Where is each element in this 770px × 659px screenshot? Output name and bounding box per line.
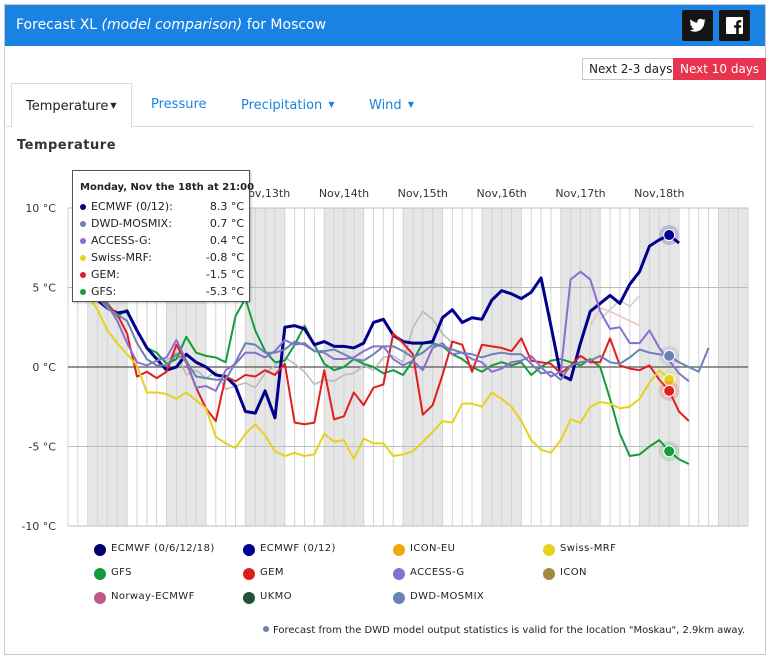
tooltip-row: DWD-MOSMIX: 0.7 °C xyxy=(80,217,244,231)
dwd-mosmix-dot xyxy=(263,626,269,632)
series-line xyxy=(86,233,680,420)
legend-dot xyxy=(393,568,405,580)
page-title: Forecast XL (model comparison) for Mosco… xyxy=(16,17,327,33)
legend-dot xyxy=(243,568,255,580)
tab-precipitation[interactable]: Precipitation ▼ xyxy=(241,98,335,113)
tab-wind[interactable]: Wind ▼ xyxy=(369,98,414,113)
y-tick-label: -5 °C xyxy=(28,441,56,454)
series-line xyxy=(86,294,670,461)
title-bar: Forecast XL (model comparison) for Mosco… xyxy=(5,5,765,46)
next-10-days-button[interactable]: Next 10 days xyxy=(673,58,767,80)
series-color-dot xyxy=(80,204,86,210)
day-label: Nov,15th xyxy=(398,187,448,200)
series-color-dot xyxy=(80,238,86,244)
y-tick-label: 10 °C xyxy=(25,202,56,215)
day-label: Nov,17th xyxy=(555,187,605,200)
hover-point xyxy=(663,445,676,458)
y-tick-label: 0 °C xyxy=(32,361,56,374)
tooltip-row: ECMWF (0/12): 8.3 °C xyxy=(80,200,244,214)
series-color-dot xyxy=(80,272,86,278)
caret-down-icon: ▼ xyxy=(407,100,414,109)
hover-point xyxy=(663,229,676,242)
series-color-dot xyxy=(80,255,86,261)
series-color-dot xyxy=(80,289,86,295)
y-tick-label: -10 °C xyxy=(21,520,56,533)
y-tick-label: 5 °C xyxy=(32,282,56,295)
legend-dot xyxy=(243,544,255,556)
facebook-icon xyxy=(726,17,743,34)
legend-dot xyxy=(543,544,555,556)
day-label: Nov,13th xyxy=(240,187,290,200)
tooltip-row: GFS: -5.3 °C xyxy=(80,285,244,299)
tab-bar: Temperature ▼ Pressure Precipitation ▼ Wi… xyxy=(6,83,754,128)
series-line xyxy=(96,270,690,392)
legend-dot xyxy=(393,544,405,556)
tooltip-row: ACCESS-G: 0.4 °C xyxy=(80,234,244,248)
caret-down-icon: ▼ xyxy=(110,101,117,110)
chart-title: Temperature xyxy=(17,138,117,153)
tooltip-row: GEM: -1.5 °C xyxy=(80,268,244,282)
day-label: Nov,18th xyxy=(634,187,684,200)
chart-tooltip: Monday, Nov the 18th at 21:00 ECMWF (0/1… xyxy=(72,170,254,302)
footnote: Forecast from the DWD model output stati… xyxy=(263,625,745,636)
tab-temperature[interactable]: Temperature ▼ xyxy=(11,83,132,128)
legend-dot xyxy=(393,592,405,604)
day-label: Nov,16th xyxy=(476,187,526,200)
next-2-3-days-button[interactable]: Next 2-3 days xyxy=(582,58,680,80)
facebook-share-button[interactable] xyxy=(719,10,750,41)
caret-down-icon: ▼ xyxy=(328,100,335,109)
hover-point xyxy=(663,349,676,362)
hover-point xyxy=(663,384,676,397)
twitter-icon xyxy=(690,18,706,32)
day-label: Nov,14th xyxy=(319,187,369,200)
series-line xyxy=(96,296,710,381)
legend-dot xyxy=(94,568,106,580)
tab-pressure[interactable]: Pressure xyxy=(151,97,207,112)
legend-dot xyxy=(543,568,555,580)
tooltip-row: Swiss-MRF: -0.8 °C xyxy=(80,251,244,265)
legend-dot xyxy=(94,544,106,556)
twitter-share-button[interactable] xyxy=(682,10,713,41)
legend-dot xyxy=(243,592,255,604)
tooltip-heading: Monday, Nov the 18th at 21:00 xyxy=(80,182,255,193)
faded-series-line xyxy=(589,307,640,327)
legend-dot xyxy=(94,592,106,604)
series-color-dot xyxy=(80,221,86,227)
